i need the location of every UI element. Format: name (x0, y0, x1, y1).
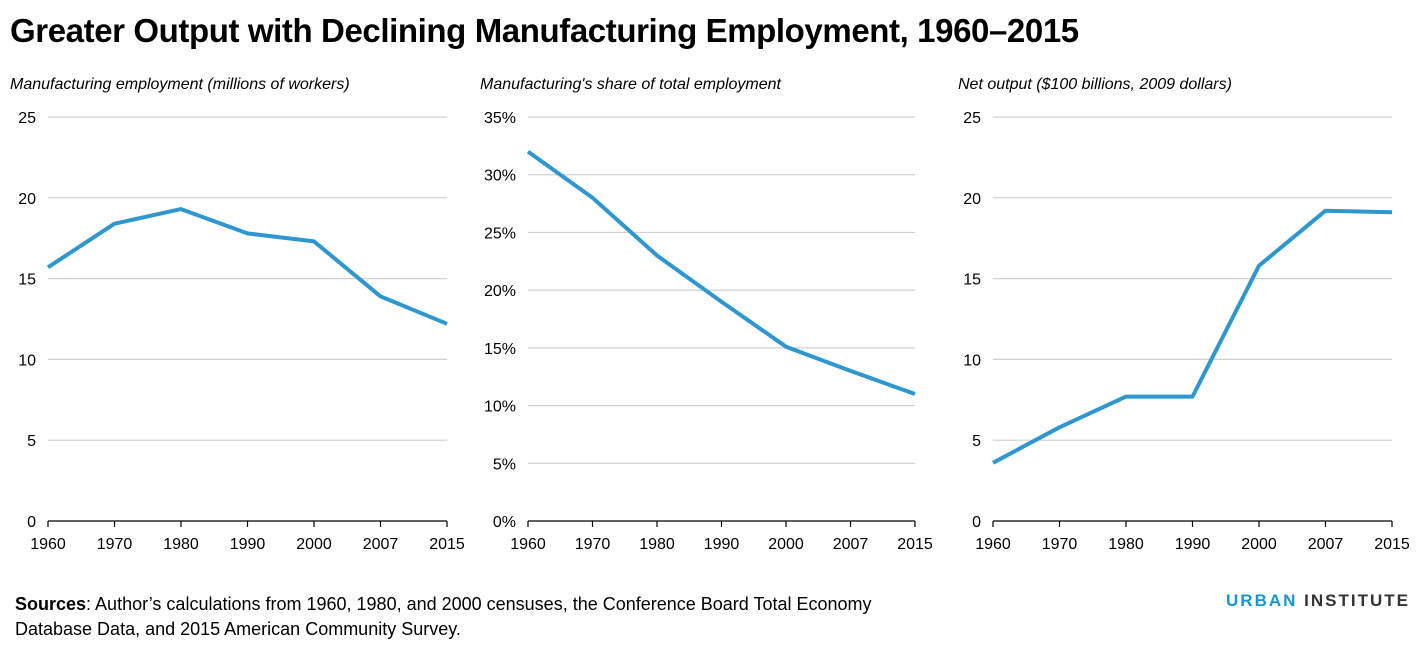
y-tick-label: 30% (484, 168, 516, 185)
chart-title: Greater Output with Declining Manufactur… (10, 12, 1079, 49)
x-tick-label: 1970 (1042, 536, 1078, 553)
x-tick-label: 1990 (230, 536, 266, 553)
x-tick-label: 2015 (897, 536, 933, 553)
y-tick-label: 5% (493, 456, 516, 473)
chart-panel-manufacturing-share: Manufacturing's share of total employmen… (480, 74, 940, 564)
x-tick-label: 1980 (639, 536, 675, 553)
x-tick-label: 2007 (1308, 536, 1344, 553)
chart-panel-net-output: Net output ($100 billions, 2009 dollars)… (958, 74, 1418, 564)
y-tick-label: 25% (484, 225, 516, 242)
y-tick-label: 5 (972, 433, 981, 450)
chart-svg: 0 5 10 15 20 25 1960 1970 1980 1990 2000 2007 2015 (963, 110, 1410, 553)
x-tick-label: 1960 (975, 536, 1011, 553)
x-tick-label: 2000 (768, 536, 804, 553)
panel-subtitle: Net output ($100 billions, 2009 dollars) (958, 76, 1232, 93)
y-tick-label: 20 (18, 191, 36, 208)
y-tick-label: 20 (963, 191, 981, 208)
y-tick-label: 10 (18, 352, 36, 369)
series-line (526, 149, 916, 396)
y-tick-label: 25 (18, 110, 36, 127)
y-tick-label: 25 (963, 110, 981, 127)
x-tick-label: 1960 (30, 536, 66, 553)
x-tick-label: 1970 (97, 536, 133, 553)
y-tick-label: 0% (493, 514, 516, 531)
series-line (46, 207, 448, 326)
y-tick-label: 0 (972, 514, 981, 531)
y-tick-label: 5 (27, 433, 36, 450)
y-tick-label: 15 (963, 272, 981, 289)
x-tick-label: 2007 (363, 536, 399, 553)
sources-note: Sources: Author’s calculations from 1960… (15, 592, 915, 642)
x-tick-label: 2000 (1241, 536, 1277, 553)
x-tick-label: 2015 (429, 536, 465, 553)
y-tick-label: 10% (484, 399, 516, 416)
x-tick-label: 2015 (1374, 536, 1410, 553)
y-tick-label: 15 (18, 272, 36, 289)
x-tick-label: 2007 (833, 536, 869, 553)
y-tick-label: 0 (27, 514, 36, 531)
x-tick-label: 1990 (1175, 536, 1211, 553)
sources-text: : Author’s calculations from 1960, 1980,… (15, 594, 872, 639)
logo-word-institute: INSTITUTE (1304, 591, 1410, 610)
series-line (992, 208, 1393, 465)
y-tick-label: 10 (963, 352, 981, 369)
urban-institute-logo: URBAN INSTITUTE (1226, 591, 1410, 611)
panel-subtitle: Manufacturing employment (millions of wo… (10, 76, 350, 93)
x-tick-label: 2000 (296, 536, 332, 553)
chart-svg: 0 5 10 15 20 25 1960 1970 1980 1990 2000 2007 2015 (18, 110, 465, 553)
chart-svg: 0% 5% 10% 15% 20% 25% 30% 35% 1960 1970 1980 1990 20… (484, 110, 933, 553)
x-tick-label: 1990 (704, 536, 740, 553)
y-tick-label: 35% (484, 110, 516, 127)
y-tick-label: 20% (484, 283, 516, 300)
x-tick-label: 1980 (163, 536, 199, 553)
y-tick-label: 15% (484, 341, 516, 358)
logo-word-urban: URBAN (1226, 591, 1298, 610)
x-tick-label: 1960 (510, 536, 546, 553)
chart-panel-manufacturing-employment: Manufacturing employment (millions of wo… (10, 74, 470, 564)
sources-label: Sources (15, 594, 87, 614)
panel-subtitle: Manufacturing's share of total employmen… (480, 76, 781, 93)
x-tick-label: 1970 (575, 536, 611, 553)
x-tick-label: 1980 (1108, 536, 1144, 553)
